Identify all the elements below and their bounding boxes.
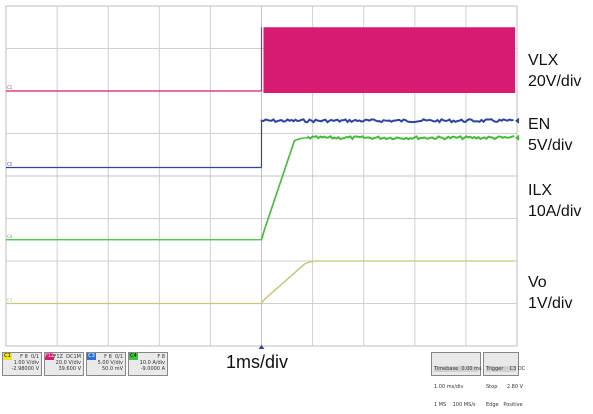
c4-line1: F 8 bbox=[157, 354, 165, 360]
trace-en-marker bbox=[515, 117, 519, 124]
c1-line1: F 8 0/1 bbox=[20, 354, 39, 360]
timebase-box-header: Timebase 0.00 ms bbox=[434, 366, 482, 372]
trace-ilx-ramp bbox=[260, 136, 309, 240]
ref-marker-ilx: C4 bbox=[7, 234, 13, 239]
trace-en-high bbox=[260, 117, 514, 124]
ref-marker-vlx: C1 bbox=[7, 85, 13, 90]
waveform-traces bbox=[6, 27, 519, 305]
ilx-label: ILX 10A/div bbox=[528, 180, 581, 222]
trace-vo-ramp bbox=[260, 260, 319, 304]
channel-tag-f1z: F1Z bbox=[45, 353, 55, 360]
c4-line3: -9.0000 A bbox=[140, 366, 165, 372]
timebase-box[interactable]: Timebase 0.00 ms 1.00 ms/div 1 MS 100 MS… bbox=[431, 352, 482, 408]
vlx-label: VLX 20V/div bbox=[528, 50, 581, 92]
ref-marker-vo: C3 bbox=[7, 298, 13, 303]
ilx-name: ILX bbox=[528, 182, 553, 199]
f1z-line1: F1Z DC1M bbox=[53, 354, 82, 360]
channel-box-c1[interactable]: C1 F 8 0/1 1.00 V/div -2.98000 V bbox=[2, 352, 42, 376]
f1z-line2: 20.0 V/div bbox=[55, 360, 81, 366]
c1-line3: -2.98000 V bbox=[11, 366, 40, 372]
en-name: EN bbox=[528, 116, 551, 133]
timebase-label: 1ms/div bbox=[226, 352, 289, 372]
channel-tag-c4: C4 bbox=[129, 353, 138, 360]
oscilloscope-screen: C1 C2 C4 C3 bbox=[5, 5, 519, 349]
en-label: EN 5V/div bbox=[528, 114, 572, 156]
channel-box-f1z[interactable]: F1Z F1Z DC1M 20.0 V/div 39.600 V bbox=[44, 352, 84, 376]
trigger-box[interactable]: Trigger C3 DC Stop 2.80 V Edge Positive bbox=[483, 352, 526, 408]
timebase-box-line1: 1.00 ms/div bbox=[434, 384, 464, 390]
vo-scale: 1V/div bbox=[528, 295, 573, 312]
trace-ilx-marker bbox=[515, 134, 519, 141]
trigger-box-header: Trigger C3 DC bbox=[486, 366, 526, 372]
trigger-box-line2: Edge Positive bbox=[486, 402, 523, 408]
c4-line2: 10.0 A/div bbox=[139, 360, 165, 366]
vo-name: Vo bbox=[528, 274, 547, 291]
c1-line2: 1.00 V/div bbox=[13, 360, 39, 366]
ilx-scale: 10A/div bbox=[528, 203, 582, 220]
trigger-marker bbox=[258, 345, 265, 349]
vo-label: Vo 1V/div bbox=[528, 272, 572, 314]
channel-tag-c3: C3 bbox=[87, 353, 96, 360]
trace-vlx-switching bbox=[263, 27, 515, 93]
timebase-box-line2: 1 MS 100 MS/s bbox=[434, 402, 476, 408]
channel-tag-c1: C1 bbox=[3, 353, 12, 360]
c3-line2: 5.00 V/div bbox=[97, 360, 123, 366]
vlx-name: VLX bbox=[528, 52, 559, 69]
trace-ilx-high bbox=[307, 134, 515, 141]
f1z-line3: 39.600 V bbox=[58, 366, 81, 372]
en-scale: 5V/div bbox=[528, 137, 573, 154]
c3-line1: F 8 0/1 bbox=[104, 354, 123, 360]
ref-marker-en: C2 bbox=[7, 162, 13, 167]
channel-box-c4[interactable]: C4 F 8 10.0 A/div -9.0000 A bbox=[128, 352, 168, 376]
channel-box-c3[interactable]: C3 F 8 0/1 5.00 V/div 50.0 mV bbox=[86, 352, 126, 376]
c3-line3: 50.0 mV bbox=[101, 366, 123, 372]
trigger-box-line1: Stop 2.80 V bbox=[486, 384, 524, 390]
vlx-scale: 20V/div bbox=[528, 73, 582, 90]
channel-reference-markers: C1 C2 C4 C3 bbox=[7, 85, 13, 303]
